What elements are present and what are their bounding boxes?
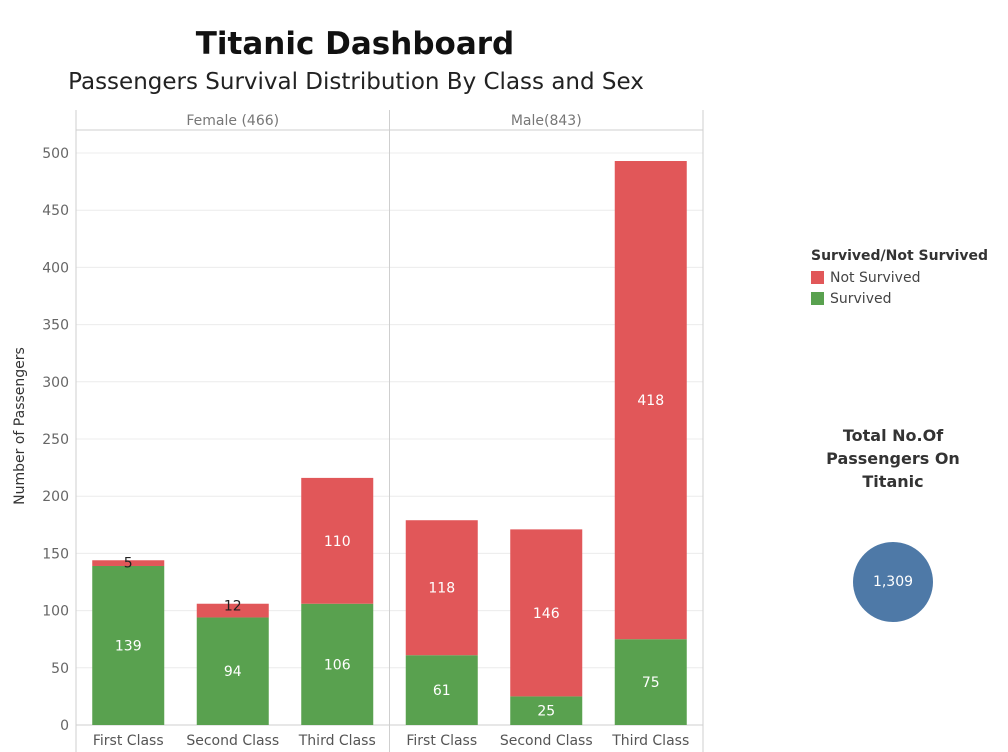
data-label-survived: 139 — [115, 638, 142, 654]
y-tick-label: 300 — [42, 375, 69, 391]
y-tick-label: 50 — [51, 661, 69, 677]
x-tick-label: First Class — [406, 733, 477, 749]
bar-survived — [196, 617, 269, 725]
panel-header: Male(843) — [511, 113, 582, 129]
dashboard-subtitle: Passengers Survival Distribution By Clas… — [68, 69, 644, 95]
y-axis-label: Number of Passengers — [12, 347, 28, 505]
data-label-not-survived: 146 — [533, 606, 560, 622]
total-passengers-label: Total No.Of Passengers On Titanic — [826, 426, 960, 491]
data-label-survived: 75 — [642, 675, 660, 691]
y-tick-label: 150 — [42, 546, 69, 562]
x-tick-label: Third Class — [611, 733, 689, 749]
y-tick-label: 400 — [42, 260, 69, 276]
bar-survived — [92, 565, 165, 725]
legend-swatch-survived — [811, 292, 824, 305]
data-label-not-survived: 118 — [428, 581, 455, 597]
data-label-not-survived: 12 — [224, 599, 242, 615]
legend-item-not-survived[interactable]: Not Survived — [811, 267, 988, 288]
total-passengers-value: 1,309 — [872, 574, 914, 590]
bar-not-survived — [405, 520, 478, 656]
x-tick-label: Second Class — [500, 733, 593, 749]
bar-not-survived — [196, 603, 269, 618]
bar-survived — [405, 655, 478, 725]
y-tick-label: 450 — [42, 203, 69, 219]
x-tick-label: Second Class — [186, 733, 279, 749]
data-label-not-survived: 110 — [324, 534, 351, 550]
y-tick-label: 0 — [60, 718, 69, 734]
data-label-not-survived: 418 — [637, 393, 664, 409]
panel-header: Female (466) — [186, 113, 279, 129]
data-label-survived: 61 — [433, 683, 451, 699]
y-tick-label: 250 — [42, 432, 69, 448]
data-label-survived: 94 — [224, 664, 242, 680]
bar-survived — [510, 696, 583, 725]
bar-survived — [614, 639, 687, 725]
data-label-survived: 25 — [537, 704, 555, 720]
y-tick-label: 200 — [42, 489, 69, 505]
legend-title: Survived/Not Survived — [811, 248, 989, 264]
legend-label-survived: Survived — [830, 290, 892, 307]
x-tick-label: First Class — [93, 733, 164, 749]
survival-bar-chart: 0 50 100 150 200 250 300 350 400 450 500 Number of … — [12, 110, 704, 752]
dashboard-title: Titanic Dashboard — [195, 26, 515, 62]
legend-item-survived[interactable]: Survived — [811, 288, 988, 309]
bar-survived — [301, 603, 374, 725]
legend-swatch-not-survived — [811, 271, 824, 284]
legend: Survived/Not Survived Not Survived Survi… — [811, 248, 988, 309]
bar-not-survived — [301, 477, 374, 604]
y-tick-label: 350 — [42, 318, 69, 334]
bar-not-survived — [614, 161, 687, 640]
data-label-not-survived: 5 — [124, 555, 133, 571]
data-label-survived: 106 — [324, 657, 351, 673]
y-tick-label: 100 — [42, 604, 69, 620]
x-tick-label: Third Class — [298, 733, 376, 749]
legend-label-not-survived: Not Survived — [830, 269, 921, 286]
bar-not-survived — [510, 529, 583, 697]
bar-not-survived — [92, 560, 165, 566]
total-passengers-circle[interactable]: 1,309 — [853, 542, 933, 622]
y-tick-label: 500 — [42, 146, 69, 162]
